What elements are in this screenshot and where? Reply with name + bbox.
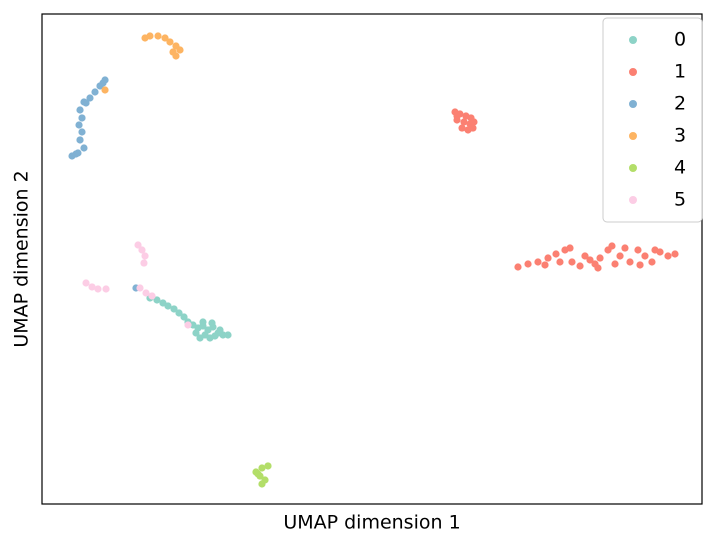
scatter-point — [453, 112, 461, 120]
scatter-point — [470, 118, 478, 126]
scatter-point — [153, 296, 161, 304]
scatter-point — [671, 250, 679, 258]
scatter-point — [101, 86, 109, 94]
scatter-point — [596, 254, 604, 262]
scatter-point — [76, 136, 84, 144]
x-axis-label: UMAP dimension 1 — [283, 512, 460, 534]
scatter-point — [469, 124, 477, 132]
scatter-point — [651, 246, 659, 254]
legend-marker — [629, 164, 637, 172]
plot-frame — [41, 13, 703, 505]
scatter-point — [161, 34, 169, 42]
scatter-point — [591, 260, 599, 268]
scatter-point — [514, 263, 522, 271]
scatter-point — [170, 305, 178, 313]
scatter-point — [581, 252, 589, 260]
scatter-point — [664, 252, 672, 260]
scatter-point — [534, 258, 542, 266]
legend-marker — [629, 100, 637, 108]
scatter-point — [164, 302, 172, 310]
legend-box — [602, 17, 703, 223]
scatter-point — [641, 252, 649, 260]
scatter-point — [636, 261, 644, 269]
scatter-point — [258, 464, 266, 472]
scatter-point — [541, 261, 549, 269]
scatter-point — [176, 46, 184, 54]
scatter-point — [80, 144, 88, 152]
scatter-point — [556, 258, 564, 266]
legend-marker — [629, 196, 637, 204]
scatter-point — [154, 32, 162, 40]
scatter-point — [568, 258, 576, 266]
scatter-point — [78, 114, 86, 122]
scatter-point — [94, 285, 102, 293]
scatter-point — [180, 313, 188, 321]
scatter-point — [146, 32, 154, 40]
scatter-point — [552, 250, 560, 258]
scatter-point — [99, 79, 107, 87]
scatter-point — [576, 262, 584, 270]
scatter-point — [140, 259, 148, 267]
scatter-point — [211, 332, 219, 340]
scatter-point — [78, 128, 86, 136]
scatter-point — [91, 88, 99, 96]
legend-marker — [629, 68, 637, 76]
scatter-point — [76, 106, 84, 114]
legend-marker — [629, 36, 637, 44]
scatter-point — [134, 241, 142, 249]
scatter-point — [136, 284, 144, 292]
scatter-point — [72, 150, 80, 158]
legend-label: 3 — [674, 125, 686, 147]
scatter-point — [608, 242, 616, 250]
scatter-point — [169, 48, 177, 56]
scatter-point — [626, 258, 634, 266]
scatter-point — [82, 99, 90, 107]
scatter-point — [86, 94, 94, 102]
scatter-point — [208, 319, 216, 327]
legend-marker — [629, 132, 637, 140]
legend-label: 1 — [674, 61, 686, 83]
legend-label: 0 — [674, 29, 686, 51]
legend-label: 4 — [674, 157, 686, 179]
scatter-point — [566, 244, 574, 252]
scatter-point — [224, 331, 232, 339]
scatter-point — [166, 38, 174, 46]
scatter-point — [544, 254, 552, 262]
scatter-point — [621, 244, 629, 252]
scatter-point — [75, 121, 83, 129]
scatter-point — [102, 285, 110, 293]
scatter-point — [88, 283, 96, 291]
scatter-point — [82, 279, 90, 287]
legend-label: 5 — [674, 189, 686, 211]
scatter-point — [264, 462, 272, 470]
scatter-point — [175, 309, 183, 317]
scatter-point — [648, 258, 656, 266]
scatter-point — [458, 124, 466, 132]
scatter-point — [586, 256, 594, 264]
scatter-point — [216, 326, 224, 334]
scatter-point — [142, 289, 150, 297]
legend-label: 2 — [674, 93, 686, 115]
scatter-point — [616, 252, 624, 260]
scatter-point — [148, 292, 156, 300]
scatter-point — [199, 318, 207, 326]
y-axis-label: UMAP dimension 2 — [11, 170, 33, 347]
scatter-point — [524, 260, 532, 268]
scatter-point — [138, 246, 146, 254]
scatter-point — [254, 470, 262, 478]
scatter-point — [184, 321, 192, 329]
scatter-point — [141, 252, 149, 260]
scatter-point — [634, 246, 642, 254]
scatter-point — [258, 480, 266, 488]
scatter-point — [192, 329, 200, 337]
scatter-point — [611, 260, 619, 268]
scatter-point — [460, 118, 468, 126]
